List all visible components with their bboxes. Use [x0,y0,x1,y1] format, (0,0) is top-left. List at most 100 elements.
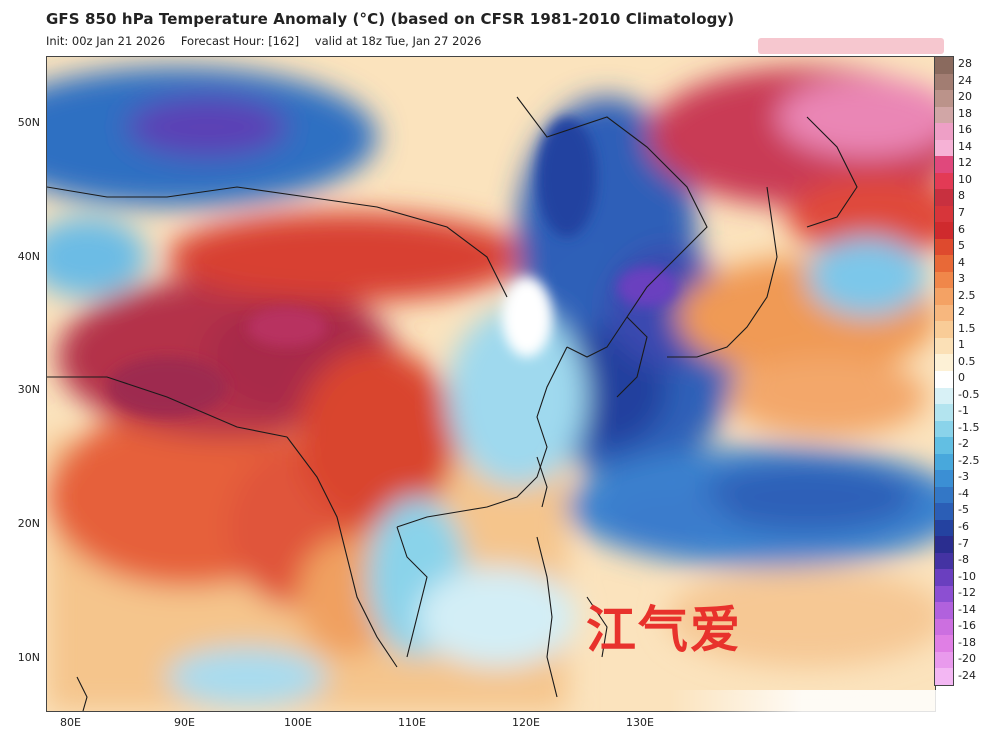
lat-label-30n: 30N [17,383,40,396]
colorbar-cell [935,73,953,91]
colorbar-label: 6 [958,222,965,236]
map-svg [47,57,935,711]
colorbar-label: -8 [958,553,969,567]
lat-label-20n: 20N [17,517,40,530]
colorbar-cell [935,437,953,455]
colorbar-label: 16 [958,123,972,137]
colorbar-label: -1 [958,404,969,418]
colorbar-label: -16 [958,619,976,633]
colorbar-label: 18 [958,106,972,120]
colorbar-cell [935,453,953,471]
anomaly-map[interactable] [46,56,936,712]
colorbar-cell [935,371,953,389]
lon-label-110e: 110E [398,716,426,729]
valid-time: valid at 18z Tue, Jan 27 2026 [314,34,482,48]
colorbar-label: 4 [958,255,965,269]
colorbar-label: -1.5 [958,420,980,434]
colorbar-label: -14 [958,602,976,616]
colorbar-label: 0 [958,371,965,385]
colorbar-label: 10 [958,172,972,186]
colorbar-label: -3 [958,470,969,484]
colorbar-cell [935,420,953,438]
colorbar-label: -6 [958,520,969,533]
colorbar-label: 0.5 [958,354,976,368]
colorbar-cell [935,304,953,322]
colorbar-cell [935,205,953,223]
colorbar-cell [935,387,953,405]
colorbar-label: 1 [958,338,965,352]
lat-label-10n: 10N [17,651,40,664]
colorbar-label: 14 [958,139,972,153]
anomaly-field [47,67,935,711]
colorbar-label: 3 [958,272,965,286]
lon-label-120e: 120E [512,716,540,729]
colorbar [934,56,954,686]
colorbar-label: -18 [958,635,976,649]
corner-fade [670,690,1000,738]
colorbar-cell [935,172,953,190]
borders [47,96,858,711]
colorbar-cell [935,106,953,124]
colorbar-label: 2.5 [958,288,976,302]
colorbar-label: -4 [958,486,969,500]
colorbar-label: 2 [958,305,965,319]
lon-label-130e: 130E [626,716,654,729]
colorbar-label: -7 [958,536,969,550]
colorbar-label: 24 [958,73,972,87]
colorbar-cell [935,123,953,141]
init-time: Init: 00z Jan 21 2026 [46,34,166,48]
colorbar-label: -20 [958,652,976,666]
watermark-text: 江气爱 [586,601,742,659]
colorbar-cell [935,321,953,339]
colorbar-label: 12 [958,156,972,170]
colorbar-cell [935,189,953,207]
fine-detail [107,117,677,417]
colorbar-cell [935,238,953,256]
colorbar-cell [935,470,953,488]
colorbar-cell [935,404,953,422]
colorbar-label: -5 [958,503,969,517]
colorbar-label: -24 [958,668,976,682]
colorbar-cell [935,288,953,306]
colorbar-label: 8 [958,189,965,203]
colorbar-label: 28 [958,57,972,71]
colorbar-label: 1.5 [958,321,976,335]
colorbar-cell [935,569,953,587]
colorbar-cell [935,602,953,620]
colorbar-cell [935,57,953,75]
lon-label-90e: 90E [174,716,195,729]
colorbar-label: -0.5 [958,387,980,401]
colorbar-cell [935,536,953,554]
lon-label-100e: 100E [284,716,312,729]
colorbar-cell [935,156,953,174]
colorbar-cell [935,139,953,157]
colorbar-label: -10 [958,569,976,583]
colorbar-cell [935,222,953,240]
lat-label-40n: 40N [17,250,40,263]
colorbar-label: -2.5 [958,453,980,467]
chart-title: GFS 850 hPa Temperature Anomaly (°C) (ba… [46,10,735,28]
colorbar-cell [935,668,953,686]
colorbar-cell [935,585,953,603]
colorbar-label: 7 [958,206,965,219]
colorbar-cell [935,255,953,273]
colorbar-cell [935,635,953,653]
colorbar-cell [935,354,953,372]
colorbar-cell [935,519,953,537]
colorbar-label: -12 [958,586,976,600]
colorbar-cell [935,618,953,636]
colorbar-cell [935,90,953,108]
chart-subtitle: Init: 00z Jan 21 2026 Forecast Hour: [16… [46,34,493,48]
colorbar-label: 5 [958,239,965,253]
forecast-hour: Forecast Hour: [162] [180,34,300,48]
colorbar-cell [935,651,953,669]
colorbar-cell [935,271,953,289]
lon-label-80e: 80E [60,716,81,729]
colorbar-label: 20 [958,90,972,104]
colorbar-cell [935,486,953,504]
colorbar-cell [935,337,953,355]
colorbar-label: -2 [958,437,969,451]
colorbar-cell [935,503,953,521]
lat-label-50n: 50N [17,116,40,129]
colorbar-cell [935,552,953,570]
